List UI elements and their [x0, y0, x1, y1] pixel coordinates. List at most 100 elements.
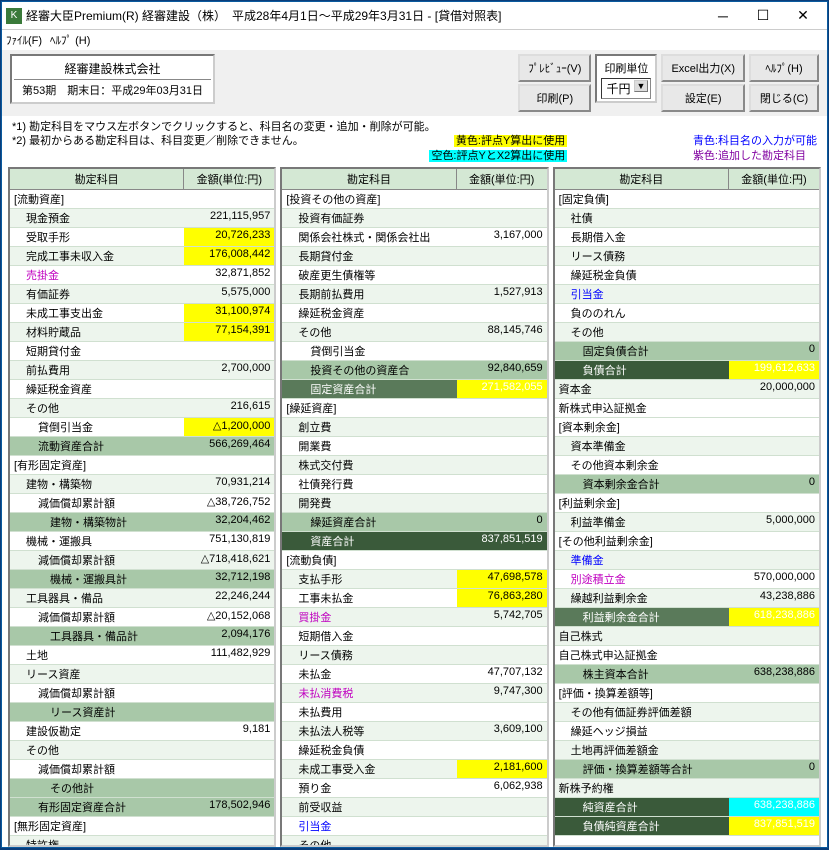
- table-row[interactable]: 預り金6,062,938: [282, 779, 546, 798]
- table-row[interactable]: 純資産合計638,238,886: [555, 798, 819, 817]
- table-row[interactable]: 機械・運搬具751,130,819: [10, 532, 274, 551]
- table-row[interactable]: 有形固定資産合計178,502,946: [10, 798, 274, 817]
- table-row[interactable]: 減価償却累計額△20,152,068: [10, 608, 274, 627]
- table-row[interactable]: 工具器具・備品計2,094,176: [10, 627, 274, 646]
- table-row[interactable]: 負債合計199,612,633: [555, 361, 819, 380]
- unit-select[interactable]: 千円: [601, 78, 651, 99]
- menu-help[interactable]: ﾍﾙﾌﾟ (H): [50, 32, 90, 48]
- table-row[interactable]: 流動資産合計566,269,464: [10, 437, 274, 456]
- table-row[interactable]: 開業費: [282, 437, 546, 456]
- help-button[interactable]: ﾍﾙﾌﾟ(H): [749, 54, 819, 82]
- table-row[interactable]: 破産更生債権等: [282, 266, 546, 285]
- table-row[interactable]: 買掛金5,742,705: [282, 608, 546, 627]
- table-row[interactable]: 有価証券5,575,000: [10, 285, 274, 304]
- table-row[interactable]: 社債発行費: [282, 475, 546, 494]
- table-row[interactable]: 前受収益: [282, 798, 546, 817]
- table-row[interactable]: 負債純資産合計837,851,519: [555, 817, 819, 836]
- panel-1[interactable]: 勘定科目金額(単位:円)[流動資産]現金預金221,115,957受取手形20,…: [8, 167, 276, 847]
- table-row[interactable]: 新株式申込証拠金: [555, 399, 819, 418]
- table-row[interactable]: 長期借入金: [555, 228, 819, 247]
- table-row[interactable]: 完成工事未収入金176,008,442: [10, 247, 274, 266]
- table-row[interactable]: 土地111,482,929: [10, 646, 274, 665]
- table-row[interactable]: 長期貸付金: [282, 247, 546, 266]
- preview-button[interactable]: ﾌﾟﾚﾋﾞｭｰ(V): [518, 54, 591, 82]
- table-row[interactable]: 未成工事支出金31,100,974: [10, 304, 274, 323]
- table-row[interactable]: その他: [10, 741, 274, 760]
- table-row[interactable]: 貸倒引当金△1,200,000: [10, 418, 274, 437]
- table-row[interactable]: リース資産: [10, 665, 274, 684]
- table-row[interactable]: 引当金: [282, 817, 546, 836]
- table-row[interactable]: 減価償却累計額: [10, 684, 274, 703]
- table-row[interactable]: 未払費用: [282, 703, 546, 722]
- table-row[interactable]: 未払金47,707,132: [282, 665, 546, 684]
- table-row[interactable]: 資本金20,000,000: [555, 380, 819, 399]
- table-row[interactable]: 固定負債合計0: [555, 342, 819, 361]
- table-row[interactable]: 短期借入金: [282, 627, 546, 646]
- table-row[interactable]: 土地再評価差額金: [555, 741, 819, 760]
- table-row[interactable]: 長期前払費用1,527,913: [282, 285, 546, 304]
- close-panel-button[interactable]: 閉じる(C): [749, 84, 819, 112]
- table-row[interactable]: 資産合計837,851,519: [282, 532, 546, 551]
- table-row[interactable]: 創立費: [282, 418, 546, 437]
- excel-button[interactable]: Excel出力(X): [661, 54, 745, 82]
- table-row[interactable]: リース資産計: [10, 703, 274, 722]
- table-row[interactable]: 投資有価証券: [282, 209, 546, 228]
- table-row[interactable]: その他計: [10, 779, 274, 798]
- panel-2[interactable]: 勘定科目金額(単位:円)[投資その他の資産]投資有価証券関係会社株式・関係会社出…: [280, 167, 548, 847]
- table-row[interactable]: 株式交付費: [282, 456, 546, 475]
- table-row[interactable]: 特許権: [10, 836, 274, 847]
- table-row[interactable]: 工具器具・備品22,246,244: [10, 589, 274, 608]
- table-row[interactable]: 機械・運搬具計32,712,198: [10, 570, 274, 589]
- table-row[interactable]: 資本剰余金合計0: [555, 475, 819, 494]
- table-row[interactable]: その他資本剰余金: [555, 456, 819, 475]
- table-row[interactable]: 建物・構築物計32,204,462: [10, 513, 274, 532]
- table-row[interactable]: リース債務: [282, 646, 546, 665]
- table-row[interactable]: 支払手形47,698,578: [282, 570, 546, 589]
- table-row[interactable]: 繰延税金負債: [555, 266, 819, 285]
- table-row[interactable]: 別途積立金570,000,000: [555, 570, 819, 589]
- table-row[interactable]: 繰越利益剰余金43,238,886: [555, 589, 819, 608]
- table-row[interactable]: その他216,615: [10, 399, 274, 418]
- table-row[interactable]: 自己株式: [555, 627, 819, 646]
- table-row[interactable]: 引当金: [555, 285, 819, 304]
- table-row[interactable]: 準備金: [555, 551, 819, 570]
- table-row[interactable]: 社債: [555, 209, 819, 228]
- maximize-button[interactable]: ☐: [743, 4, 783, 28]
- table-row[interactable]: 繰延ヘッジ損益: [555, 722, 819, 741]
- table-row[interactable]: 未払法人税等3,609,100: [282, 722, 546, 741]
- minimize-button[interactable]: ─: [703, 4, 743, 28]
- table-row[interactable]: 株主資本合計638,238,886: [555, 665, 819, 684]
- table-row[interactable]: 負ののれん: [555, 304, 819, 323]
- table-row[interactable]: 未払消費税9,747,300: [282, 684, 546, 703]
- table-row[interactable]: 前払費用2,700,000: [10, 361, 274, 380]
- table-row[interactable]: 未成工事受入金2,181,600: [282, 760, 546, 779]
- table-row[interactable]: その他有価証券評価差額: [555, 703, 819, 722]
- table-row[interactable]: 貸倒引当金: [282, 342, 546, 361]
- table-row[interactable]: 建設仮勘定9,181: [10, 722, 274, 741]
- close-button[interactable]: ✕: [783, 4, 823, 28]
- table-row[interactable]: 資本準備金: [555, 437, 819, 456]
- table-row[interactable]: 建物・構築物70,931,214: [10, 475, 274, 494]
- table-row[interactable]: 受取手形20,726,233: [10, 228, 274, 247]
- table-row[interactable]: 材料貯蔵品77,154,391: [10, 323, 274, 342]
- settings-button[interactable]: 設定(E): [661, 84, 745, 112]
- table-row[interactable]: 自己株式申込証拠金: [555, 646, 819, 665]
- table-row[interactable]: 減価償却累計額△38,726,752: [10, 494, 274, 513]
- panel-3[interactable]: 勘定科目金額(単位:円)[固定負債]社債長期借入金リース債務繰延税金負債引当金負…: [553, 167, 821, 847]
- table-row[interactable]: 繰延資産合計0: [282, 513, 546, 532]
- table-row[interactable]: 利益準備金5,000,000: [555, 513, 819, 532]
- menu-file[interactable]: ﾌｧｲﾙ(F): [6, 32, 42, 48]
- table-row[interactable]: 投資その他の資産合92,840,659: [282, 361, 546, 380]
- table-row[interactable]: 繰延税金資産: [10, 380, 274, 399]
- table-row[interactable]: 繰延税金負債: [282, 741, 546, 760]
- table-row[interactable]: 現金預金221,115,957: [10, 209, 274, 228]
- table-row[interactable]: 関係会社株式・関係会社出3,167,000: [282, 228, 546, 247]
- table-row[interactable]: 利益剰余金合計618,238,886: [555, 608, 819, 627]
- table-row[interactable]: その他88,145,746: [282, 323, 546, 342]
- table-row[interactable]: 売掛金32,871,852: [10, 266, 274, 285]
- table-row[interactable]: 繰延税金資産: [282, 304, 546, 323]
- table-row[interactable]: 減価償却累計額△718,418,621: [10, 551, 274, 570]
- table-row[interactable]: その他: [282, 836, 546, 847]
- table-row[interactable]: 新株予約権: [555, 779, 819, 798]
- table-row[interactable]: 固定資産合計271,582,055: [282, 380, 546, 399]
